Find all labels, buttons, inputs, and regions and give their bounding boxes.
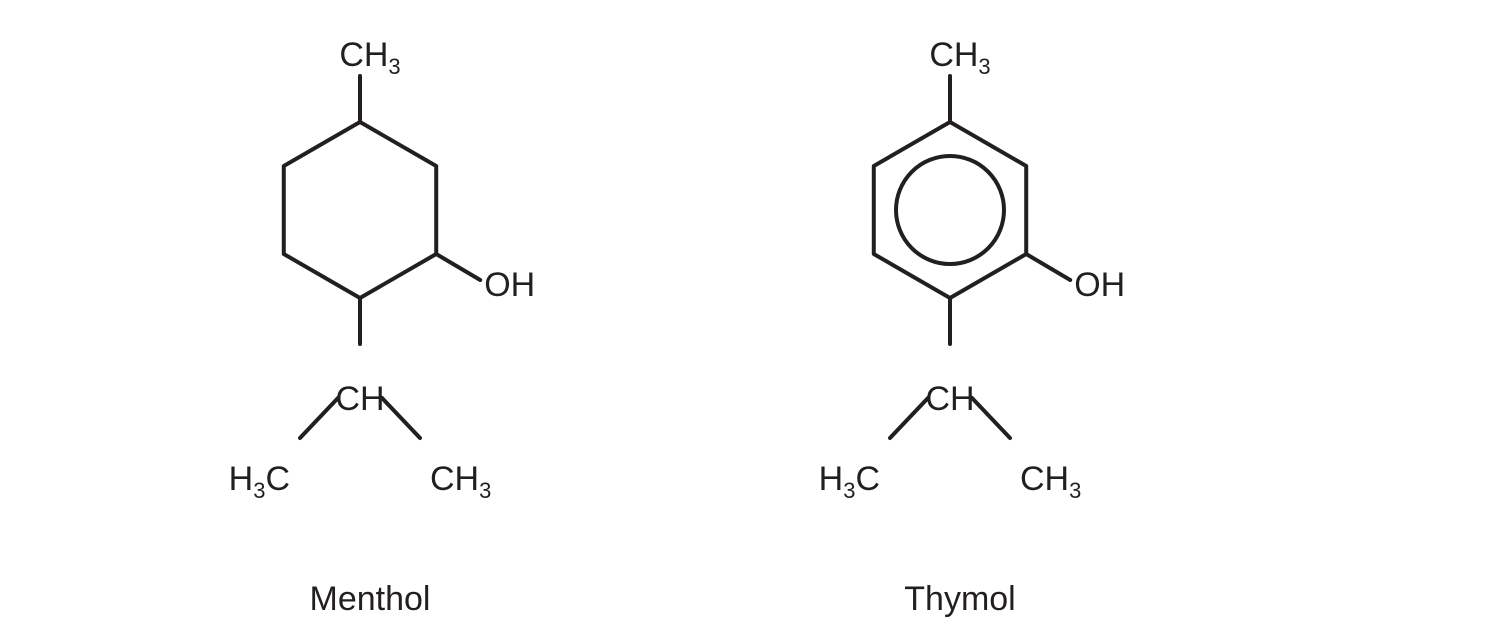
bond (972, 398, 1010, 438)
label-ch3_right: CH3 (430, 460, 491, 503)
label-h3c_left: H3C (229, 460, 290, 503)
label-ch3_top: CH3 (929, 36, 990, 79)
label-h3c_left: H3C (819, 460, 880, 503)
label-ch3_top: CH3 (339, 36, 400, 79)
caption-menthol: Menthol (310, 580, 431, 618)
bond (890, 398, 928, 438)
bond (382, 398, 420, 438)
label-oh: OH (1074, 266, 1125, 304)
label-oh: OH (484, 266, 535, 304)
molecule-menthol: CH3 OH CH H3C CH3 Menthol (229, 36, 536, 618)
label-ch: CH (925, 380, 974, 418)
bond (300, 398, 338, 438)
caption-thymol: Thymol (904, 580, 1015, 618)
label-ch3_right: CH3 (1020, 460, 1081, 503)
chemistry-diagram: CH3 OH CH H3C CH3 Menthol CH3 OH CH H3C CH3 Thymol (0, 0, 1500, 640)
label-ch: CH (335, 380, 384, 418)
bond (1026, 254, 1070, 280)
bond (436, 254, 480, 280)
aromatic-circle (896, 156, 1004, 264)
molecule-thymol: CH3 OH CH H3C CH3 Thymol (819, 36, 1126, 618)
hexagon-ring (284, 122, 436, 298)
